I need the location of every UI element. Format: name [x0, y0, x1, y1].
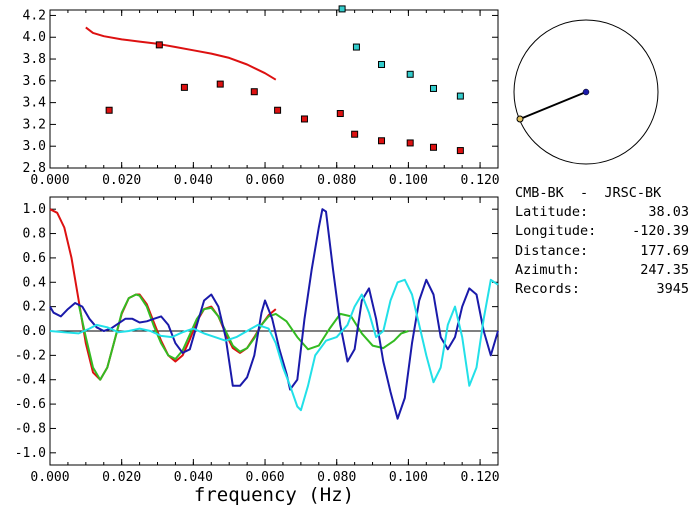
data-point [250, 88, 258, 96]
azimuth-map [513, 19, 659, 165]
x-tick-label: 0.080 [317, 470, 356, 485]
y-tick-label: -0.2 [15, 348, 46, 363]
x-tick-label: 0.020 [102, 470, 141, 485]
y-tick-label: -0.4 [15, 373, 46, 388]
y-tick-label: 0.0 [23, 324, 46, 339]
series-line [49, 208, 277, 381]
data-point [351, 130, 359, 138]
x-tick-label: 0.100 [389, 173, 428, 188]
data-point [429, 84, 437, 92]
x-tick-label: 0.000 [30, 470, 69, 485]
info-value: -120.39 [632, 223, 689, 240]
y-tick-label: 4.2 [23, 8, 46, 23]
y-tick-label: -0.8 [15, 421, 46, 436]
series-line [77, 293, 409, 381]
info-value: 3945 [656, 281, 689, 298]
x-tick-label: 0.100 [389, 470, 428, 485]
data-point [352, 43, 360, 51]
plot-frame [49, 9, 499, 169]
info-label: Longitude: [515, 223, 597, 240]
data-point [274, 106, 282, 114]
x-tick-label: 0.020 [102, 173, 141, 188]
info-label: Distance: [515, 242, 589, 259]
azimuth-circle [513, 19, 659, 165]
data-point [300, 115, 308, 123]
dispersion-chart: 0.000 0.020 0.040 0.060 0.080 0.100 0.120 2.8 3.… [23, 5, 500, 188]
y-tick-label: 0.8 [23, 227, 46, 242]
y-tick-label: 2.8 [23, 161, 46, 176]
info-value: 247.35 [640, 261, 689, 278]
info-value: 177.69 [640, 242, 689, 259]
data-point [456, 147, 464, 155]
y-tick-label: 0.6 [23, 251, 46, 266]
data-point [429, 143, 437, 151]
x-tick-label: 0.120 [461, 173, 500, 188]
y-tick-label: 3.0 [23, 139, 46, 154]
y-tick-label: 3.6 [23, 74, 46, 89]
station-dot [582, 88, 590, 96]
info-label: Records: [515, 281, 581, 298]
data-point [155, 41, 163, 49]
info-row: Azimuth: 247.35 [515, 261, 689, 280]
info-label: Latitude: [515, 204, 589, 221]
x-tick-label: 0.120 [461, 470, 500, 485]
y-tick-label: 0.2 [23, 300, 46, 315]
x-tick-label: 0.060 [245, 173, 284, 188]
data-point [336, 110, 344, 118]
x-tick-label: 0.040 [174, 173, 213, 188]
source-dot [516, 115, 524, 123]
series-line [49, 278, 499, 412]
data-point [338, 5, 346, 13]
data-point [406, 139, 414, 147]
data-point [456, 92, 464, 100]
info-row: Longitude: -120.39 [515, 222, 689, 241]
info-value: 38.03 [648, 204, 689, 221]
y-tick-label: 1.0 [23, 202, 46, 217]
y-tick-label: 4.0 [23, 30, 46, 45]
series-line [49, 208, 499, 420]
info-row: Distance: 177.69 [515, 242, 689, 261]
data-point [105, 106, 113, 114]
y-tick-label: 3.4 [23, 96, 47, 111]
data-point [180, 83, 188, 91]
data-point [406, 70, 414, 78]
y-tick-label: 3.2 [23, 117, 46, 132]
station-pair: CMB-BK - JRSC-BK [515, 185, 662, 201]
info-row: Latitude: 38.03 [515, 203, 689, 222]
series-line [85, 26, 277, 81]
data-point [216, 80, 224, 88]
x-tick-label: 0.080 [317, 173, 356, 188]
azimuth-line [519, 91, 587, 120]
y-tick-label: 0.4 [23, 275, 47, 290]
info-row: Records: 3945 [515, 280, 689, 299]
coherence-chart: 0.000 0.020 0.040 0.060 0.080 0.100 0.120 1.0 0.… [15, 196, 500, 506]
data-point [378, 137, 386, 145]
y-tick-label: 3.8 [23, 52, 46, 67]
y-tick-label: -1.0 [15, 446, 46, 461]
data-point [378, 60, 386, 68]
station-info-panel: CMB-BK - JRSC-BK Latitude: 38.03 Longitud… [515, 184, 689, 299]
x-tick-label: 0.060 [245, 470, 284, 485]
x-tick-label: 0.040 [174, 470, 213, 485]
x-tick-label: 0.000 [30, 173, 69, 188]
x-axis-label: frequency (Hz) [194, 484, 354, 506]
y-tick-label: -0.6 [15, 397, 46, 412]
info-label: Azimuth: [515, 261, 581, 278]
